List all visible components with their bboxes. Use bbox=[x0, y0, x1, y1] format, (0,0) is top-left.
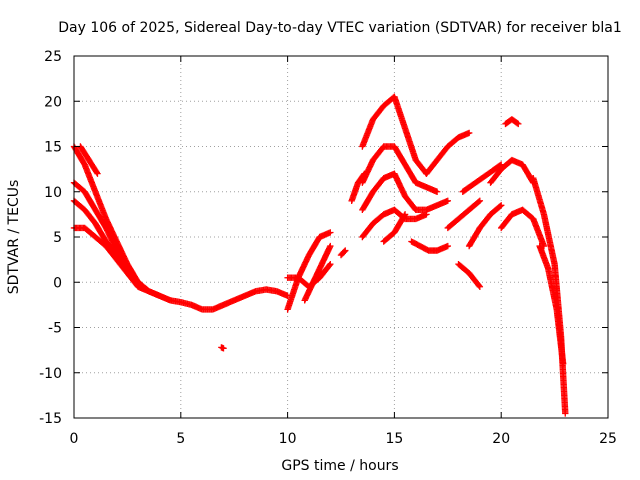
series-trace-f bbox=[218, 344, 227, 352]
series-trace-j bbox=[337, 247, 349, 259]
series-trace-n bbox=[359, 170, 451, 214]
y-tick-label: -10 bbox=[39, 366, 62, 382]
series-trace-e bbox=[77, 143, 101, 177]
data-point bbox=[401, 212, 408, 219]
data-point bbox=[515, 120, 522, 128]
y-tick-label: 25 bbox=[44, 49, 62, 65]
x-tick-label: 0 bbox=[70, 431, 79, 447]
data-point bbox=[166, 297, 174, 304]
x-tick-label: 20 bbox=[492, 431, 510, 447]
data-point bbox=[476, 197, 484, 204]
x-tick-label: 10 bbox=[279, 431, 297, 447]
series-trace-x bbox=[502, 116, 522, 128]
data-point bbox=[475, 282, 483, 289]
y-axis-label: SDTVAR / TECUs bbox=[6, 180, 22, 295]
y-tick-label: 10 bbox=[44, 185, 62, 201]
series-trace-p bbox=[380, 211, 409, 245]
data-point bbox=[433, 188, 441, 195]
chart-title: Day 106 of 2025, Sidereal Day-to-day VTE… bbox=[58, 20, 621, 36]
data-point bbox=[559, 360, 567, 367]
data-point bbox=[220, 345, 227, 352]
data-point bbox=[562, 410, 569, 417]
series-trace-s bbox=[455, 260, 484, 290]
y-tick-label: 0 bbox=[53, 275, 62, 291]
y-tick-label: -15 bbox=[39, 411, 62, 427]
y-tick-label: 20 bbox=[44, 94, 62, 110]
series-trace-q bbox=[408, 238, 451, 254]
y-tick-label: 5 bbox=[53, 230, 62, 246]
series-trace-l bbox=[359, 93, 430, 177]
data-point bbox=[327, 229, 334, 236]
series-trace-r bbox=[423, 129, 473, 177]
data-points bbox=[70, 93, 569, 417]
data-point bbox=[475, 198, 482, 205]
data-point bbox=[93, 169, 100, 176]
series-trace-t bbox=[444, 197, 484, 232]
data-point bbox=[496, 203, 504, 210]
data-point bbox=[94, 170, 101, 177]
axis-ticks: 0 5 10 15 20 25 -15 -10 -5 0 5 10 15 20 25 bbox=[39, 49, 617, 447]
data-point bbox=[498, 202, 505, 209]
data-point bbox=[342, 247, 349, 254]
x-tick-label: 5 bbox=[176, 431, 185, 447]
data-point bbox=[465, 129, 473, 137]
data-point bbox=[401, 211, 409, 218]
series-trace-o bbox=[359, 206, 430, 241]
data-point bbox=[341, 248, 348, 255]
x-tick-label: 25 bbox=[599, 431, 617, 447]
series-trace-y bbox=[498, 206, 548, 250]
y-tick-label: -5 bbox=[48, 321, 62, 337]
data-point bbox=[326, 261, 333, 269]
series-trace-m bbox=[359, 143, 441, 195]
x-tick-label: 15 bbox=[385, 431, 403, 447]
series-trace-u bbox=[459, 161, 505, 195]
grid-lines bbox=[74, 56, 608, 418]
x-axis-label: GPS time / hours bbox=[281, 458, 398, 474]
data-point bbox=[327, 260, 334, 268]
data-point bbox=[444, 197, 451, 204]
series-trace-aa bbox=[536, 242, 567, 367]
data-point bbox=[476, 283, 484, 290]
data-point bbox=[327, 242, 334, 250]
data-point bbox=[156, 292, 163, 300]
data-point bbox=[423, 211, 430, 218]
series-trace-w bbox=[487, 156, 537, 186]
series-trace-d bbox=[70, 224, 163, 300]
y-tick-label: 15 bbox=[44, 140, 62, 156]
series-trace-v bbox=[465, 202, 505, 250]
data-point bbox=[444, 242, 451, 250]
series-trace-i bbox=[301, 242, 334, 304]
data-point bbox=[514, 119, 521, 127]
